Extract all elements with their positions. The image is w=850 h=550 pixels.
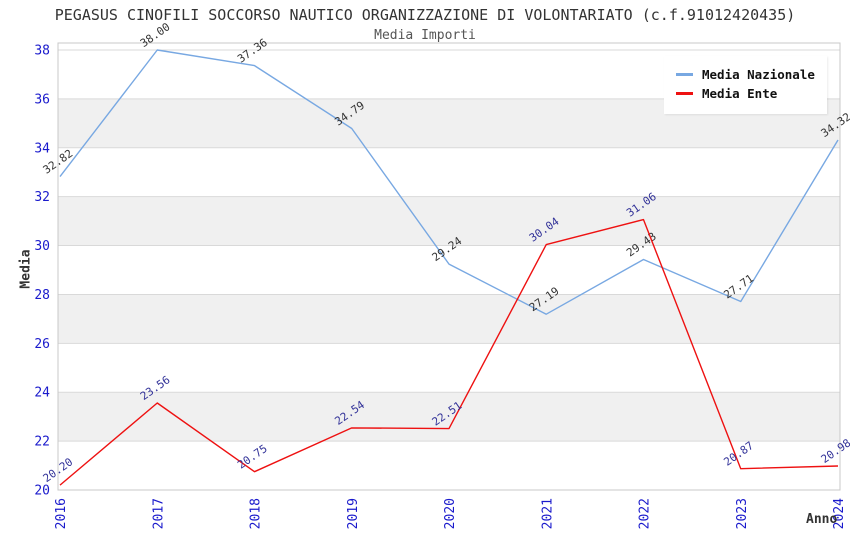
- legend-label: Media Ente: [702, 86, 778, 101]
- legend-line-swatch-nazionale-icon: [676, 73, 693, 76]
- x-tick-label: 2018: [249, 498, 264, 529]
- x-tick-label: 2023: [735, 498, 750, 529]
- x-tick-label: 2019: [346, 498, 361, 529]
- y-axis-title: Media: [18, 249, 34, 289]
- y-tick-label: 22: [34, 435, 50, 450]
- data-point-label: 38.00: [138, 20, 173, 50]
- plot-band: [58, 392, 840, 442]
- x-tick-label: 2017: [151, 498, 166, 529]
- series-line: [59, 218, 839, 486]
- y-tick-label: 32: [34, 190, 50, 205]
- y-tick-label: 38: [34, 44, 50, 59]
- y-tick-label: 28: [34, 288, 50, 303]
- plot-band: [58, 294, 840, 344]
- legend-label: Media Nazionale: [702, 67, 815, 82]
- x-tick-label: 2022: [638, 498, 653, 529]
- y-tick-label: 34: [34, 141, 50, 156]
- plot-border: [57, 42, 841, 491]
- x-tick-label: 2020: [443, 498, 458, 529]
- y-tick-label: 30: [34, 239, 50, 254]
- x-tick-label: 2021: [540, 498, 555, 529]
- series-line: [59, 49, 839, 315]
- x-tick-label: 2016: [54, 498, 69, 529]
- legend-item-media-nazionale: Media Nazionale: [676, 67, 815, 82]
- x-axis-title: Anno: [806, 512, 838, 527]
- legend-item-media-ente: Media Ente: [676, 86, 815, 101]
- legend-line-swatch-ente-icon: [676, 92, 693, 95]
- y-tick-label: 20: [34, 484, 50, 499]
- legend: Media Nazionale Media Ente: [664, 56, 827, 114]
- y-tick-label: 26: [34, 337, 50, 352]
- page-title: PEGASUS CINOFILI SOCCORSO NAUTICO ORGANI…: [54, 6, 796, 24]
- y-tick-label: 24: [34, 386, 50, 401]
- data-point-label: 37.36: [235, 36, 270, 66]
- chart-subtitle: Media Importi: [374, 28, 476, 43]
- plot-band: [58, 196, 840, 246]
- x-tick-label: 2024: [832, 498, 847, 529]
- y-tick-label: 36: [34, 92, 50, 107]
